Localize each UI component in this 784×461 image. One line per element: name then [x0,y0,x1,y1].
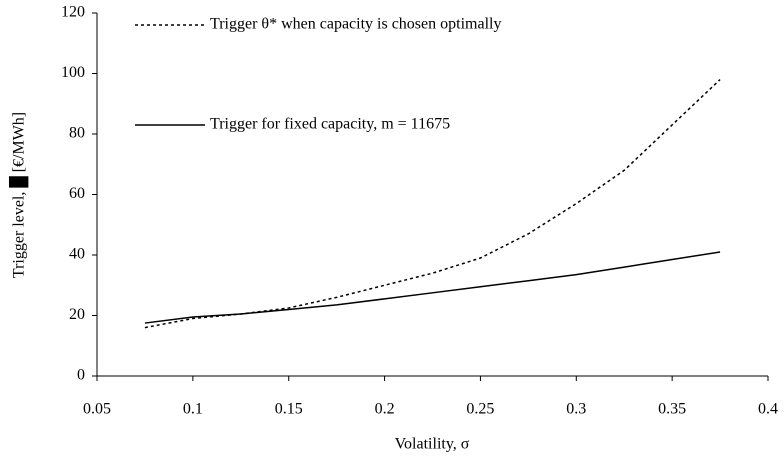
legend-label: Trigger for fixed capacity, m = 11675 [210,116,450,133]
y-tick-label: 60 [69,185,85,202]
x-axis-title: Volatility, σ [395,436,470,453]
y-tick-label: 40 [69,246,85,263]
x-tick-label: 0.1 [183,401,203,418]
x-tick-label: 0.25 [466,401,494,418]
y-tick-label: 120 [61,4,85,21]
x-tick-label: 0.15 [275,401,303,418]
y-tick-label: 20 [69,306,85,323]
x-tick-label: 0.3 [566,401,586,418]
legend-label: Trigger θ* when capacity is chosen optim… [210,16,501,33]
y-tick-label: 100 [61,64,85,81]
y-axis-title: Trigger level, █ [€/MWh] [9,112,29,278]
x-tick-label: 0.2 [375,401,395,418]
series-line [144,251,721,324]
x-tick-label: 0.4 [758,401,778,418]
x-tick-label: 0.35 [658,401,686,418]
y-tick-label: 80 [69,125,85,142]
x-tick-label: 0.05 [83,401,111,418]
y-tick-label: 0 [77,367,85,384]
